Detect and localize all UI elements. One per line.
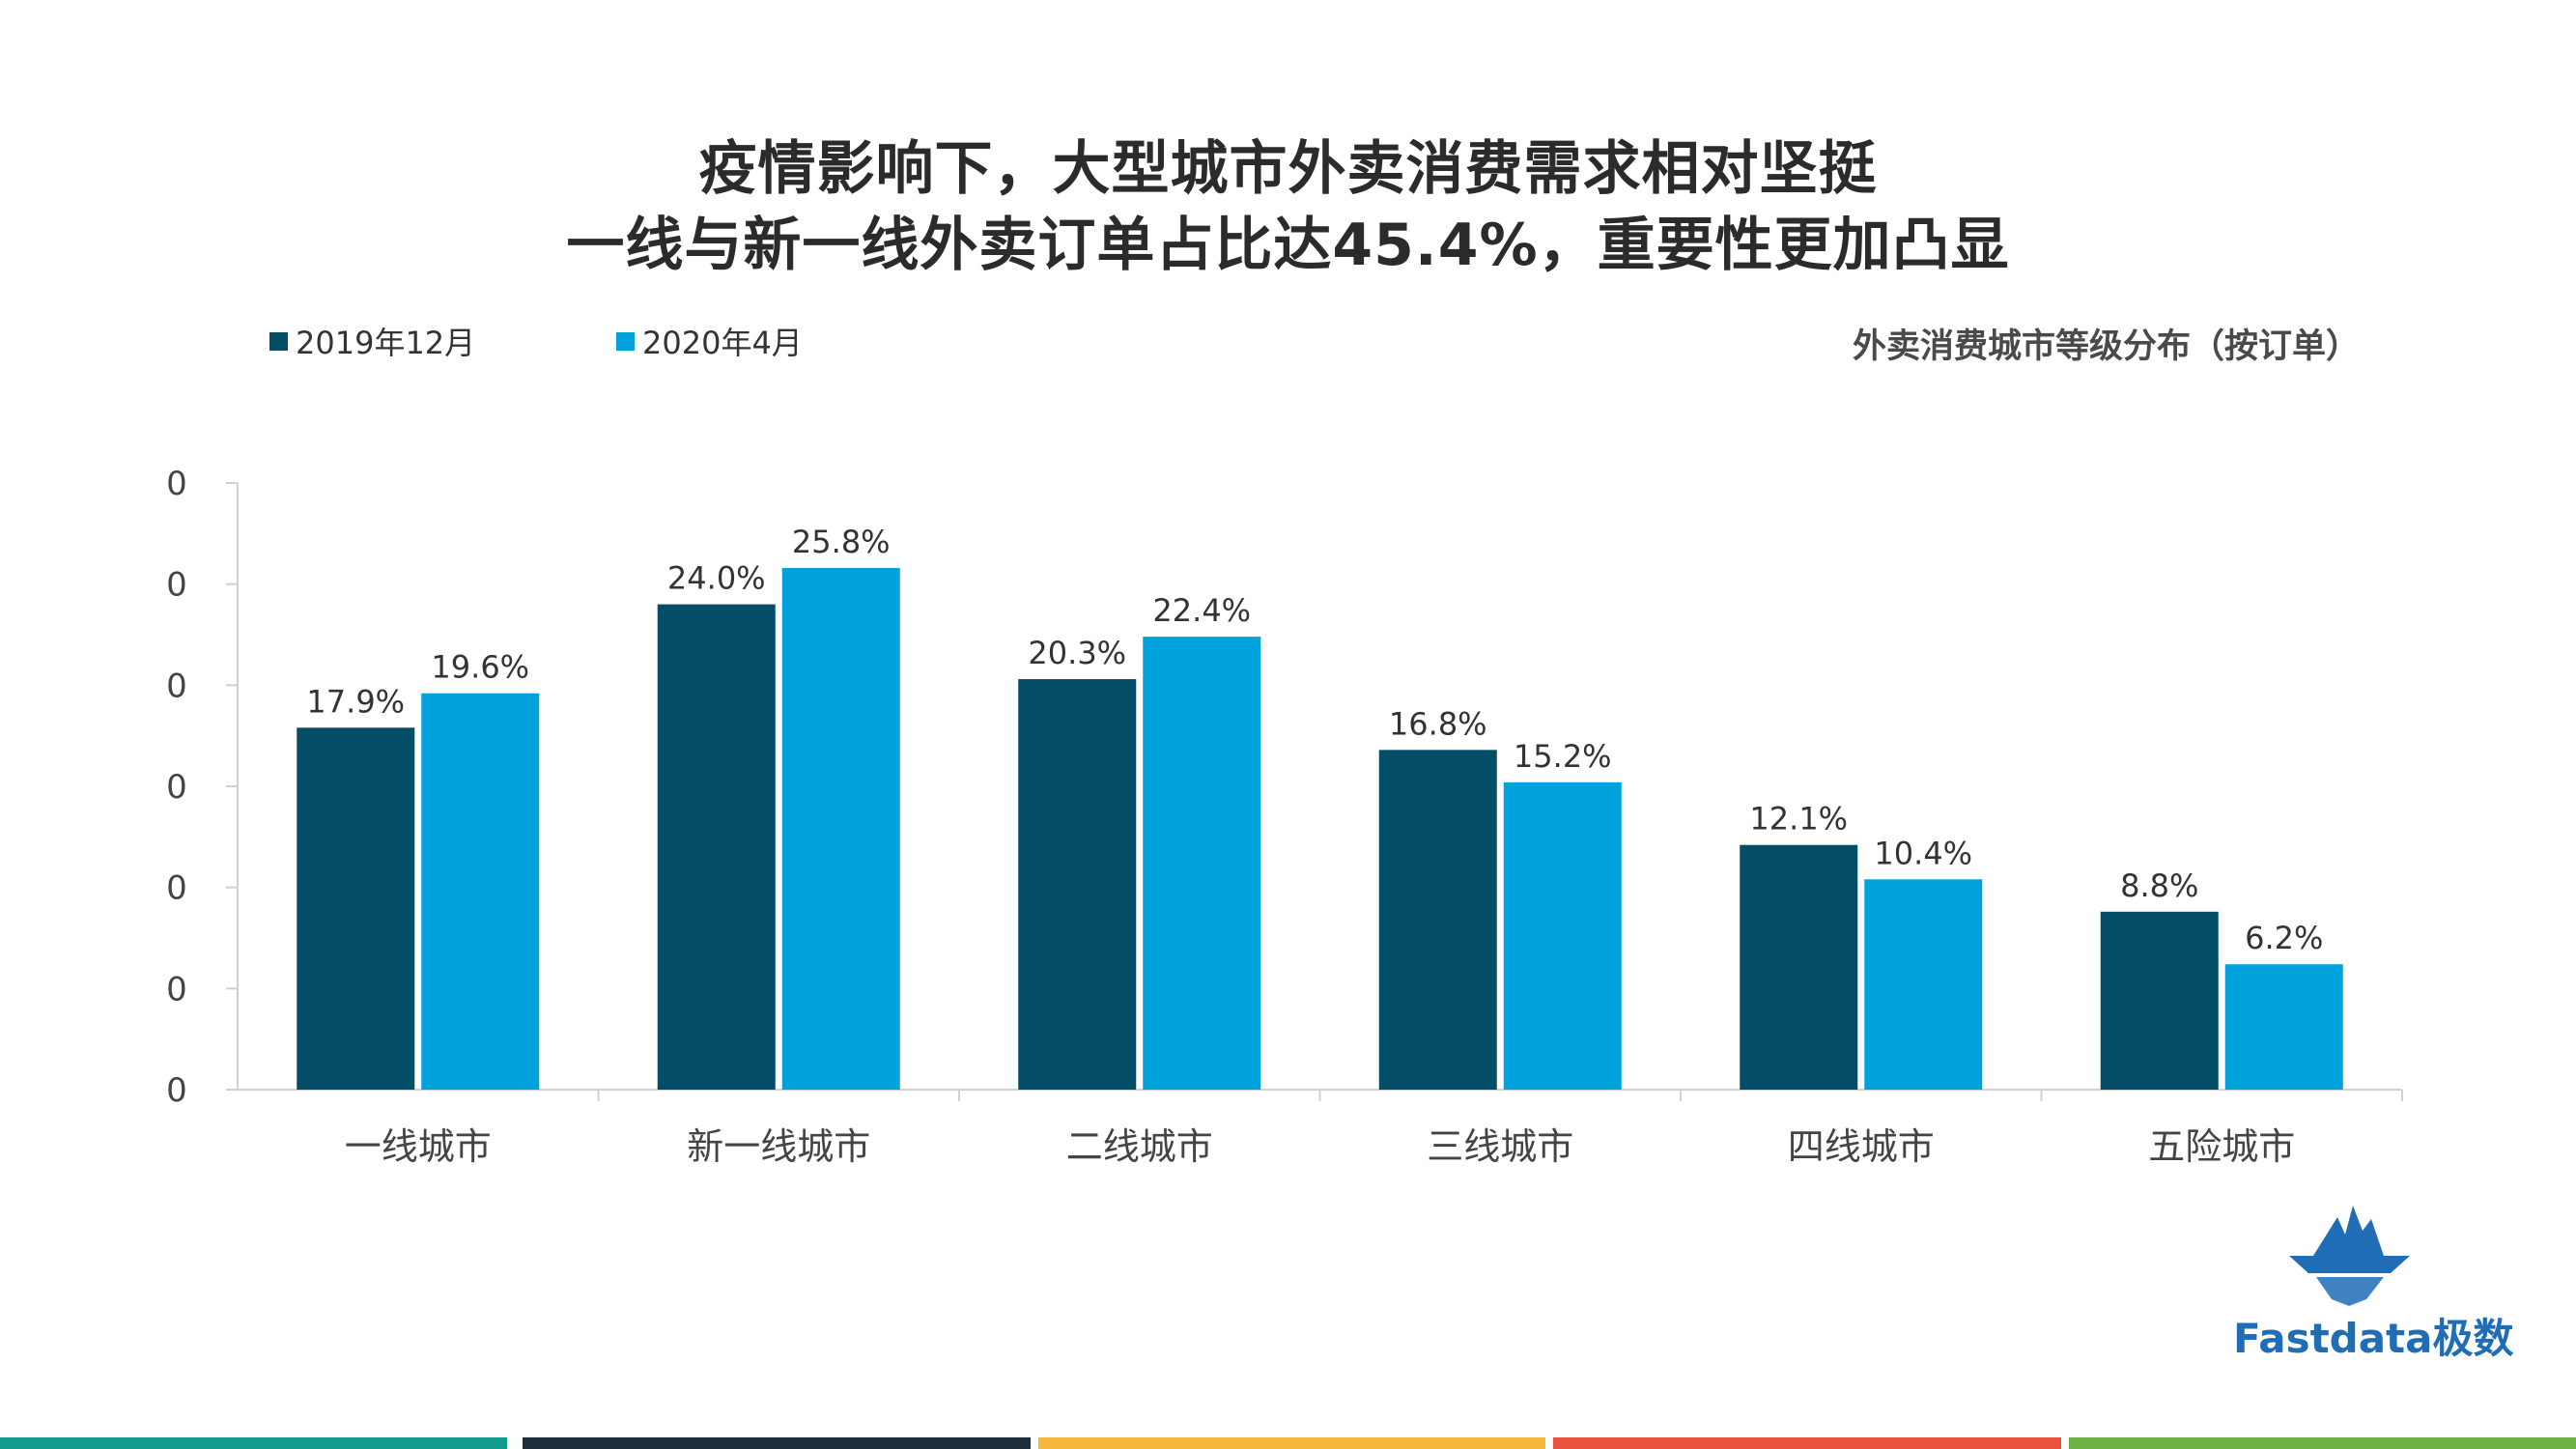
x-tick-label: 新一线城市 — [687, 1125, 870, 1168]
legend-item-2019: 2019年12月 — [269, 319, 475, 363]
bar-2019-3 — [1378, 750, 1497, 1090]
bar-2019-2 — [1018, 679, 1137, 1090]
bottom-strip-1 — [523, 1437, 1031, 1449]
x-tick-label: 五险城市 — [2148, 1125, 2295, 1168]
legend-label-2019: 2019年12月 — [296, 325, 476, 361]
data-label: 6.2% — [2245, 920, 2323, 956]
bar-2019-1 — [657, 604, 776, 1090]
x-tick-label: 二线城市 — [1066, 1125, 1213, 1168]
x-tick-label: 一线城市 — [345, 1125, 492, 1168]
chart-subtitle: 外卖消费城市等级分布（按订单） — [1852, 327, 2360, 366]
legend-item-2020: 2020年4月 — [616, 319, 803, 363]
bar-2020-3 — [1503, 781, 1622, 1090]
legend-label-2020: 2020年4月 — [642, 325, 803, 361]
data-label: 17.9% — [306, 683, 405, 720]
y-tick-label: 0 — [166, 768, 187, 807]
data-label: 22.4% — [1152, 592, 1251, 629]
data-label: 20.3% — [1028, 635, 1126, 671]
y-tick-label: 0 — [166, 1071, 187, 1110]
bar-2019-4 — [1740, 844, 1858, 1090]
bar-2020-4 — [1864, 879, 1983, 1090]
y-tick-label: 0 — [166, 465, 187, 503]
bottom-strip-2 — [1037, 1437, 1546, 1449]
data-label: 15.2% — [1514, 738, 1612, 775]
fastdata-logo-icon — [2289, 1206, 2410, 1306]
y-tick-label: 0 — [166, 970, 187, 1009]
data-label: 19.6% — [431, 649, 529, 686]
x-tick-label: 四线城市 — [1788, 1125, 1935, 1168]
logo-text: Fastdata极数 — [2233, 1315, 2514, 1362]
data-label: 8.8% — [2120, 867, 2198, 904]
bar-2020-0 — [421, 693, 540, 1090]
y-tick-label: 0 — [166, 566, 187, 605]
bar-2019-0 — [297, 727, 415, 1090]
legend-swatch-2020 — [616, 331, 635, 351]
data-label: 10.4% — [1874, 835, 1972, 871]
bar-2019-5 — [2100, 911, 2219, 1090]
bottom-strip-3 — [1553, 1437, 2061, 1449]
legend-swatch-2019 — [269, 331, 288, 351]
chart-title-line-2: 一线与新一线外卖订单占比达45.4%，重要性更加凸显 — [566, 212, 2010, 279]
bar-2020-1 — [781, 567, 900, 1090]
y-tick-label: 0 — [166, 667, 187, 705]
data-label: 25.8% — [792, 524, 891, 560]
data-label: 12.1% — [1749, 801, 1848, 838]
data-label: 16.8% — [1389, 705, 1487, 742]
bar-2020-2 — [1143, 637, 1261, 1090]
bar-2020-5 — [2224, 964, 2343, 1090]
bottom-strip-4 — [2068, 1437, 2576, 1449]
chart-title-line-1: 疫情影响下，大型城市外卖消费需求相对坚挺 — [698, 135, 1878, 203]
x-tick-label: 三线城市 — [1427, 1125, 1573, 1168]
data-label: 24.0% — [667, 560, 766, 597]
bottom-strip-0 — [0, 1437, 508, 1449]
y-tick-label: 0 — [166, 869, 187, 908]
